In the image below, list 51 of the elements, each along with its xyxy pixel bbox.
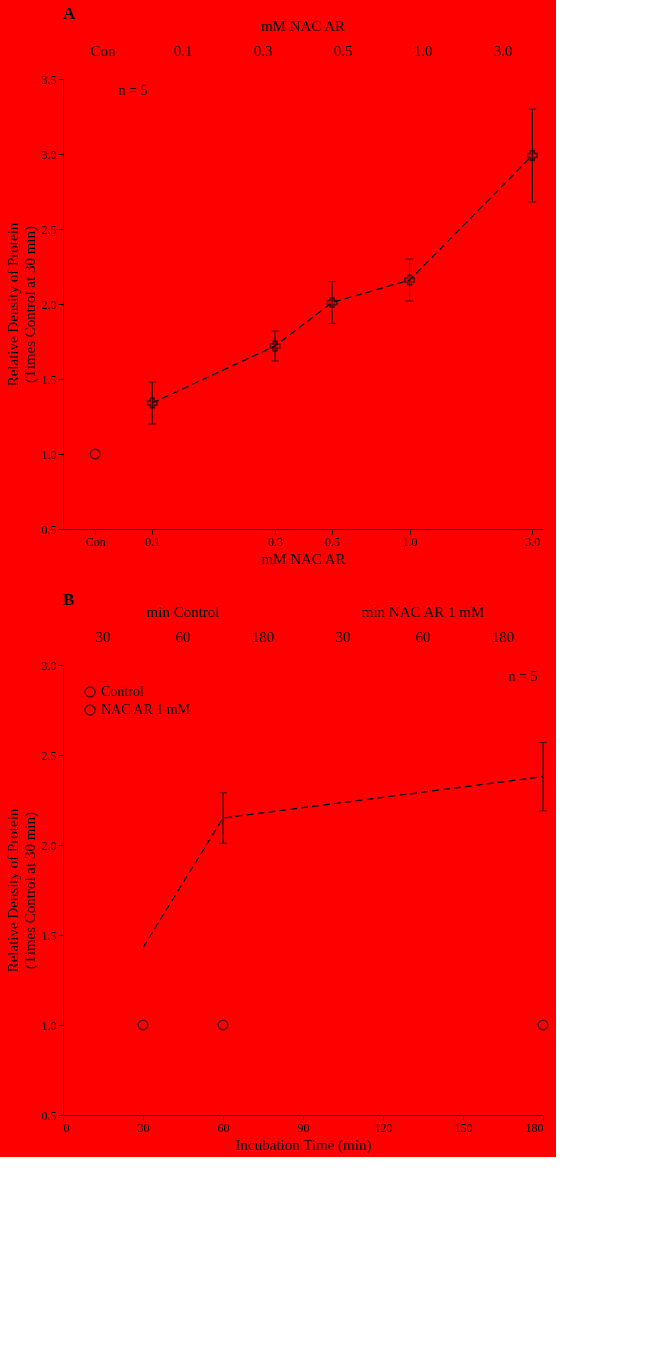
x-axis-title: mM NAC AR bbox=[261, 550, 346, 567]
x-tick-label: 0.3 bbox=[268, 534, 284, 549]
y-tick-label: 1.5 bbox=[41, 928, 57, 943]
text: 3.0 bbox=[493, 42, 513, 59]
y-axis-title: Relative Density of Protein (Times Control at 30 min) bbox=[4, 808, 39, 973]
y-tick-label: 1.5 bbox=[41, 372, 57, 387]
text: 0.1 bbox=[173, 42, 193, 59]
y-tick-label: 3.0 bbox=[41, 147, 57, 162]
y-tick-label: 1.0 bbox=[41, 1018, 57, 1033]
chart-title: B bbox=[63, 590, 75, 609]
y-tick-label: 3.0 bbox=[41, 658, 57, 673]
x-tick-label: 30 bbox=[137, 1120, 150, 1135]
x-tick-label: 1.0 bbox=[402, 534, 418, 549]
x-tick-label: 150 bbox=[454, 1120, 473, 1135]
text: 1.0 bbox=[413, 42, 433, 59]
y-tick-label: 0.5 bbox=[41, 1108, 57, 1123]
y-tick-label: 2.5 bbox=[41, 222, 57, 237]
x-tick-label: 120 bbox=[374, 1120, 393, 1135]
annotation: n = 5 bbox=[508, 669, 538, 684]
text: 30 bbox=[95, 628, 111, 645]
y-tick-label: 2.0 bbox=[41, 838, 57, 853]
x-tick-label: 180 bbox=[525, 1120, 544, 1135]
x-tick-label: 0.1 bbox=[145, 534, 161, 549]
text: Con bbox=[90, 42, 116, 59]
y-tick-label: 2.5 bbox=[41, 748, 57, 763]
legend-label: NAC AR 1 mM bbox=[101, 702, 191, 717]
y-tick-label: 0.5 bbox=[41, 522, 57, 537]
text: min NAC AR 1 mM bbox=[361, 603, 485, 620]
y-tick-label: 2.0 bbox=[41, 297, 57, 312]
x-tick-label: 60 bbox=[217, 1120, 230, 1135]
text: 30 bbox=[335, 628, 351, 645]
text: 180 bbox=[491, 628, 515, 645]
text: min Control bbox=[146, 603, 220, 620]
text: 60 bbox=[175, 628, 191, 645]
x-tick-label: 0.5 bbox=[325, 534, 341, 549]
x-tick-label: 3.0 bbox=[525, 534, 541, 549]
y-tick-label: 1.0 bbox=[41, 447, 57, 462]
text: 180 bbox=[251, 628, 275, 645]
annotation: n = 5 bbox=[118, 83, 148, 98]
x-tick-label: 0 bbox=[63, 1120, 70, 1135]
text: 0.5 bbox=[333, 42, 353, 59]
text: 0.3 bbox=[253, 42, 273, 59]
y-tick-label: 3.5 bbox=[41, 72, 57, 87]
chart-title: A bbox=[63, 4, 76, 23]
y-axis-title: Relative Density of Protein (Times Control at 30 min) bbox=[4, 222, 39, 387]
x-axis-title: Incubation Time (min) bbox=[235, 1136, 372, 1154]
text: 60 bbox=[415, 628, 431, 645]
x-tick-label: Con bbox=[85, 534, 106, 549]
text: mM NAC AR bbox=[260, 17, 346, 34]
legend-label: Control bbox=[101, 684, 144, 699]
x-tick-label: 90 bbox=[297, 1120, 310, 1135]
